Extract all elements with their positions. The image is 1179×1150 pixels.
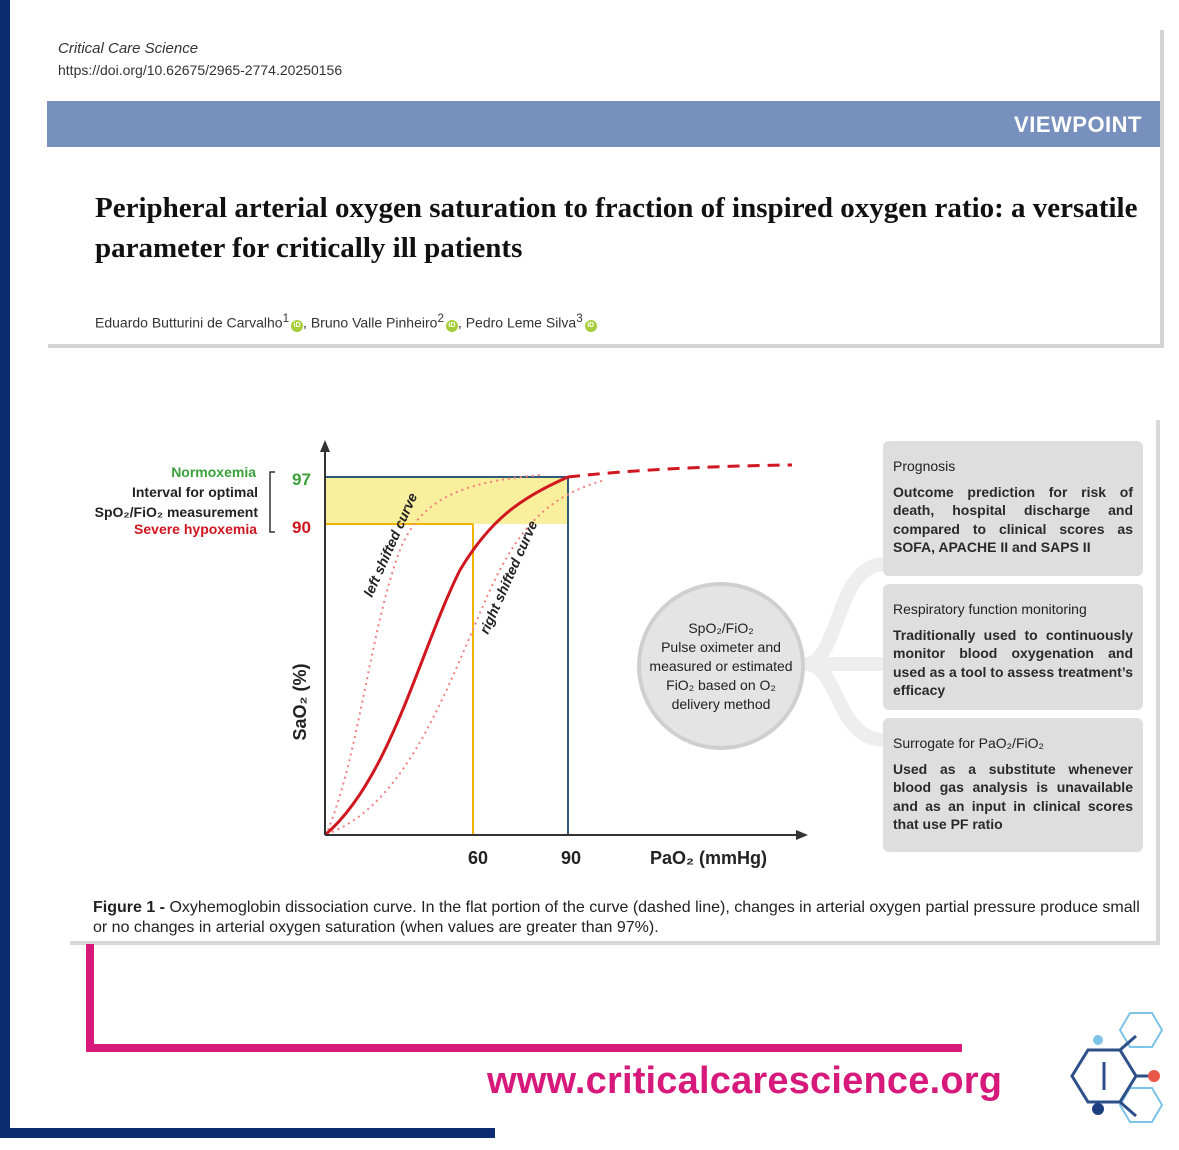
normoxemia-label: Normoxemia	[171, 464, 256, 480]
orcid-icon: iD	[291, 319, 304, 332]
y-tick-97: 97	[292, 470, 311, 489]
prognosis-box: Prognosis Outcome prediction for risk of…	[883, 441, 1143, 576]
box-title: Prognosis	[893, 458, 956, 474]
journal-name: Critical Care Science	[58, 40, 199, 57]
left-shifted-curve	[327, 474, 541, 831]
surrogate-box: Surrogate for PaO₂/FiO₂ Used as a substi…	[883, 718, 1143, 852]
caption-label: Figure 1 -	[93, 899, 166, 916]
oxyhemoglobin-curve	[324, 475, 569, 837]
spo2-fio2-circle: SpO₂/FiO₂ Pulse oximeter and measured or…	[637, 582, 805, 750]
author-list: Eduardo Butturini de Carvalho1iD, Bruno …	[95, 312, 597, 332]
bottom-accent-bar	[0, 1128, 495, 1138]
journal-doi: https://doi.org/10.62675/2965-2774.20250…	[58, 62, 343, 78]
respiratory-monitoring-box: Respiratory function monitoring Traditio…	[883, 584, 1143, 710]
hexagon-logo-icon	[1070, 1012, 1164, 1123]
orcid-icon: iD	[584, 319, 597, 332]
website-link[interactable]: www.criticalcarescience.org	[487, 1060, 1003, 1102]
flat-portion-dashed-curve	[567, 463, 793, 479]
author-separator: ,	[303, 314, 311, 331]
section-band: VIEWPOINT	[47, 101, 1160, 147]
y-axis-label: SaO₂ (%)	[290, 663, 310, 740]
optimal-interval-band	[325, 477, 568, 524]
paper-title: Peripheral arterial oxygen saturation to…	[95, 192, 1138, 264]
dissociation-chart: 97 90 Normoxemia Interval for optimal Sp…	[95, 440, 808, 868]
interval-label-line1: Interval for optimal	[132, 484, 258, 500]
author-affiliation: 3	[576, 312, 583, 325]
circle-text: Pulse oximeter and	[661, 638, 781, 655]
circle-text: FiO₂ based on O₂	[666, 676, 776, 693]
section-label: VIEWPOINT	[1014, 112, 1142, 137]
x-tick-60: 60	[468, 848, 488, 868]
author-name: Eduardo Butturini de Carvalho	[95, 314, 283, 331]
connector-branches	[803, 557, 886, 747]
author-name: Pedro Leme Silva	[465, 314, 577, 331]
left-accent-bar	[0, 0, 10, 1138]
box-body: Used as a substitute whenever blood gas …	[893, 760, 1133, 833]
y-tick-90: 90	[292, 518, 311, 537]
author-separator: ,	[457, 314, 466, 331]
author-name: Bruno Valle Pinheiro	[310, 314, 438, 331]
x-tick-90: 90	[561, 848, 581, 868]
pink-accent-horizontal	[86, 1044, 962, 1052]
circle-text: delivery method	[671, 695, 771, 712]
author-affiliation: 2	[437, 312, 444, 325]
author-affiliation: 1	[282, 312, 290, 325]
right-shifted-curve	[331, 479, 606, 833]
box-body: Outcome prediction for risk of death, ho…	[893, 483, 1133, 556]
caption-text: Oxyhemoglobin dissociation curve. In the…	[93, 899, 1140, 936]
interval-bracket	[269, 471, 275, 533]
pink-accent-vertical	[86, 944, 94, 1052]
x-axis-label: PaO₂ (mmHg)	[650, 848, 767, 868]
axes	[320, 440, 808, 840]
severe-hypoxemia-label: Severe hypoxemia	[134, 521, 257, 537]
box-body: Traditionally used to continuously monit…	[893, 626, 1133, 699]
interval-label-line2: SpO₂/FiO₂ measurement	[95, 504, 259, 520]
paper-header-card	[48, 30, 1164, 348]
box-title: Surrogate for PaO₂/FiO₂	[893, 735, 1044, 751]
orcid-icon: iD	[445, 319, 458, 332]
box-title: Respiratory function monitoring	[893, 601, 1087, 617]
figure-caption: Figure 1 - Oxyhemoglobin dissociation cu…	[93, 898, 1155, 938]
circle-text: measured or estimated	[649, 657, 793, 674]
circle-heading: SpO₂/FiO₂	[688, 619, 754, 636]
